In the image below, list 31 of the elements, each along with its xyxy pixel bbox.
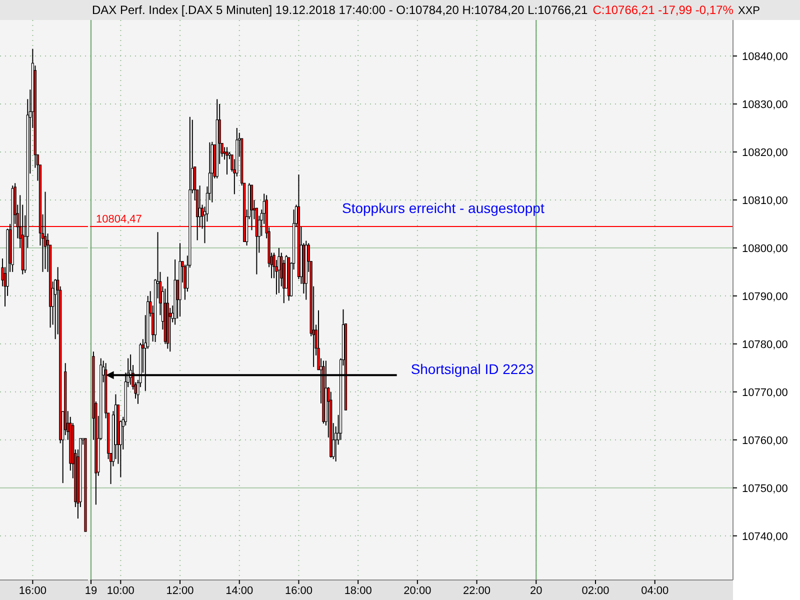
x-tick-label: 04:00 [641,585,669,597]
x-tick-label: 12:00 [166,585,194,597]
x-tick-label: 22:00 [463,585,491,597]
annotation: Shortsignal ID 2223 [410,361,534,378]
chart-title: DAX Perf. Index [.DAX 5 Minuten] 19.12.2018 17:40:00 - O:10784,20 H:10784,20 L:10766,21 [92,3,588,17]
y-axis-title: XXP [738,5,760,17]
x-tick-label: 19 [84,585,98,597]
y-tick-label: 10840,00 [742,50,788,63]
ref-line-label: 10804,47 [96,213,142,226]
x-tick-label: 10:00 [106,585,134,597]
x-tick-label: 20 [530,585,542,597]
y-tick-label: 10820,00 [742,146,788,159]
chart-subtitle: C:10766,21 -17,99 -0,17% [592,3,734,17]
y-tick-label: 10760,00 [742,434,788,447]
annotation: Stoppkurs erreicht - ausgestoppt [342,200,544,216]
x-tick-label: 16:00 [284,585,312,597]
y-tick-label: 10790,00 [742,290,788,303]
x-tick-label: 14:00 [226,585,254,597]
y-tick-label: 10770,00 [742,386,788,399]
y-tick-label: 10750,00 [742,482,788,495]
y-tick-label: 10800,00 [742,242,788,255]
y-tick-label: 10740,00 [742,530,788,543]
x-tick-label: 02:00 [582,585,610,597]
y-tick-label: 10810,00 [742,194,788,207]
candlestick [278,247,280,294]
x-tick-label: 20:00 [404,585,432,597]
candlestick [226,146,228,176]
x-tick-label: 16:00 [18,585,46,597]
y-tick-label: 10780,00 [742,338,788,351]
y-tick-label: 10830,00 [742,98,788,111]
x-tick-label: 18:00 [344,585,372,597]
